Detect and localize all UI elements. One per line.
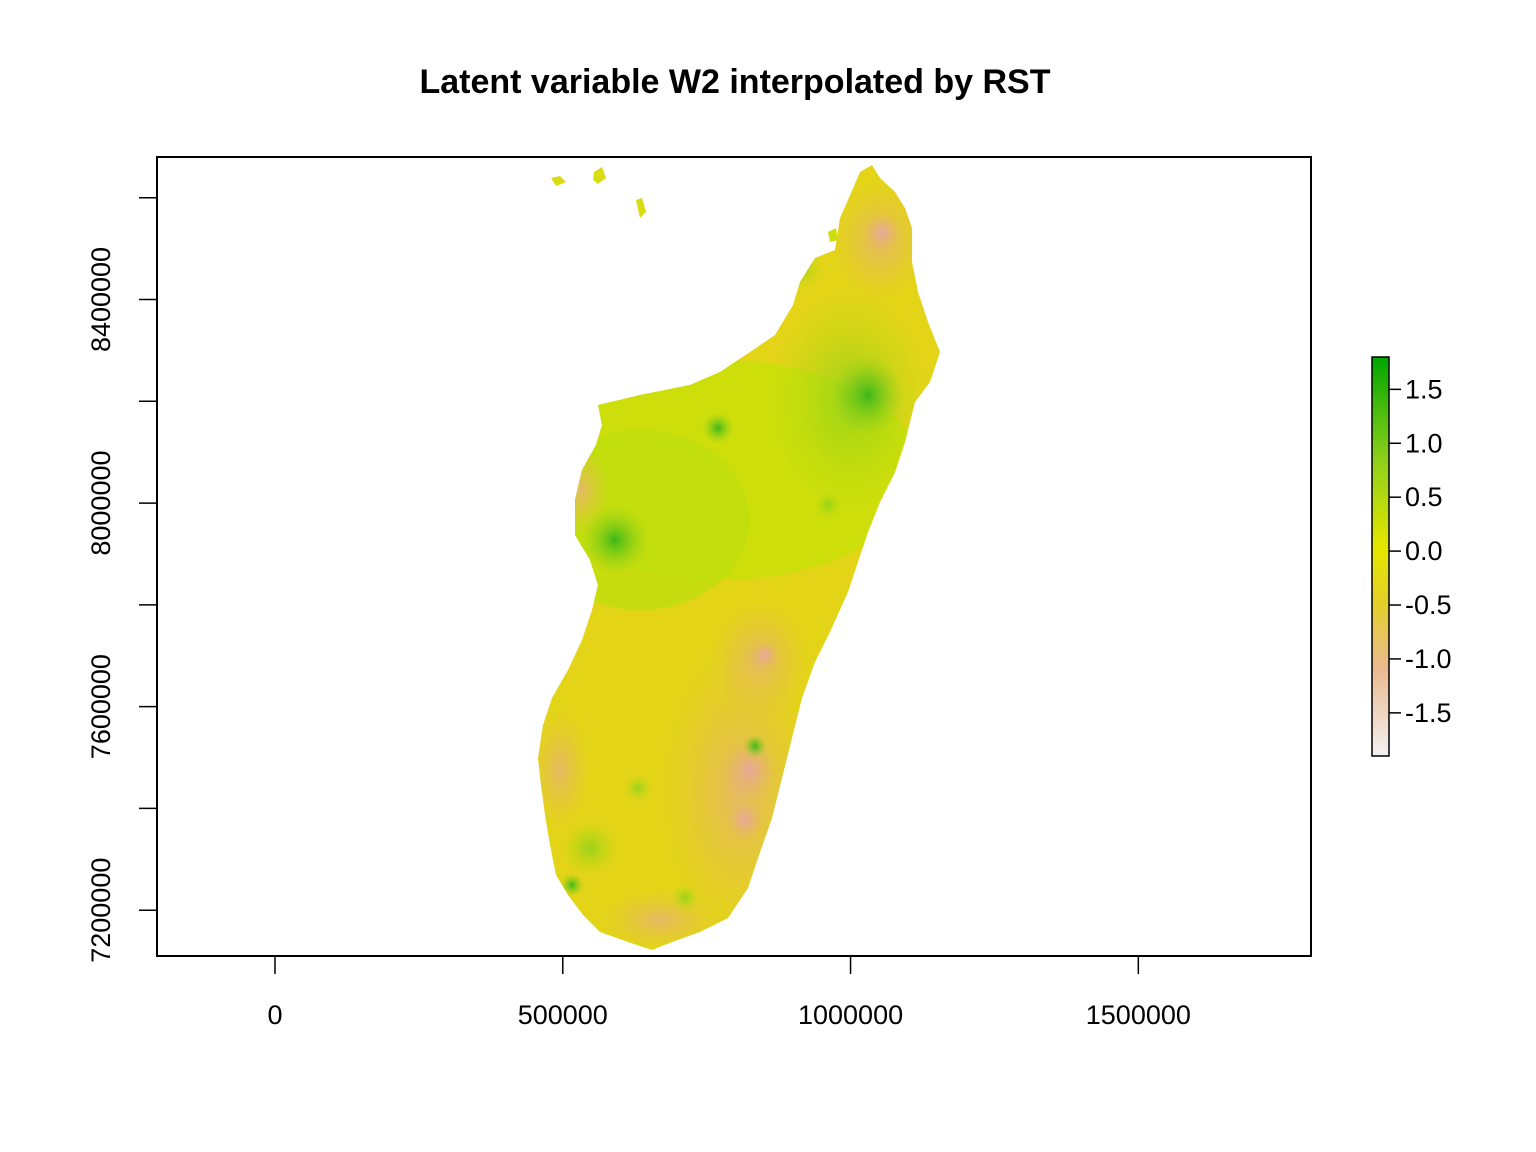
legend-tick-label: -1.5 bbox=[1405, 698, 1452, 728]
legend-tick-label: 1.5 bbox=[1405, 374, 1443, 404]
legend-tick-label: 0.5 bbox=[1405, 482, 1443, 512]
color-legend: 1.5 1.0 0.5 0.0 -0.5 -1.0 -1.5 bbox=[1371, 356, 1452, 757]
legend-tick-label: 1.0 bbox=[1405, 428, 1443, 458]
x-tick-label: 1500000 bbox=[1086, 1000, 1191, 1030]
legend-tick-label: -1.0 bbox=[1405, 644, 1452, 674]
y-tick-label: 8400000 bbox=[86, 247, 116, 352]
legend-tick-label: 0.0 bbox=[1405, 536, 1443, 566]
raster-surface bbox=[538, 165, 940, 950]
x-tick-label: 500000 bbox=[518, 1000, 608, 1030]
legend-colorbar bbox=[1371, 356, 1390, 757]
y-tick-label: 7200000 bbox=[86, 858, 116, 963]
y-tick-label: 7600000 bbox=[86, 654, 116, 759]
legend-tick-label: -0.5 bbox=[1405, 590, 1452, 620]
y-axis: 7200000 7600000 8000000 8400000 bbox=[86, 196, 158, 963]
x-tick-label: 0 bbox=[267, 1000, 282, 1030]
offshore-islands bbox=[551, 167, 838, 242]
chart-title: Latent variable W2 interpolated by RST bbox=[419, 63, 1050, 101]
x-axis: 0 500000 1000000 1500000 bbox=[267, 955, 1191, 1030]
y-tick-label: 8000000 bbox=[86, 451, 116, 556]
x-tick-label: 1000000 bbox=[798, 1000, 903, 1030]
